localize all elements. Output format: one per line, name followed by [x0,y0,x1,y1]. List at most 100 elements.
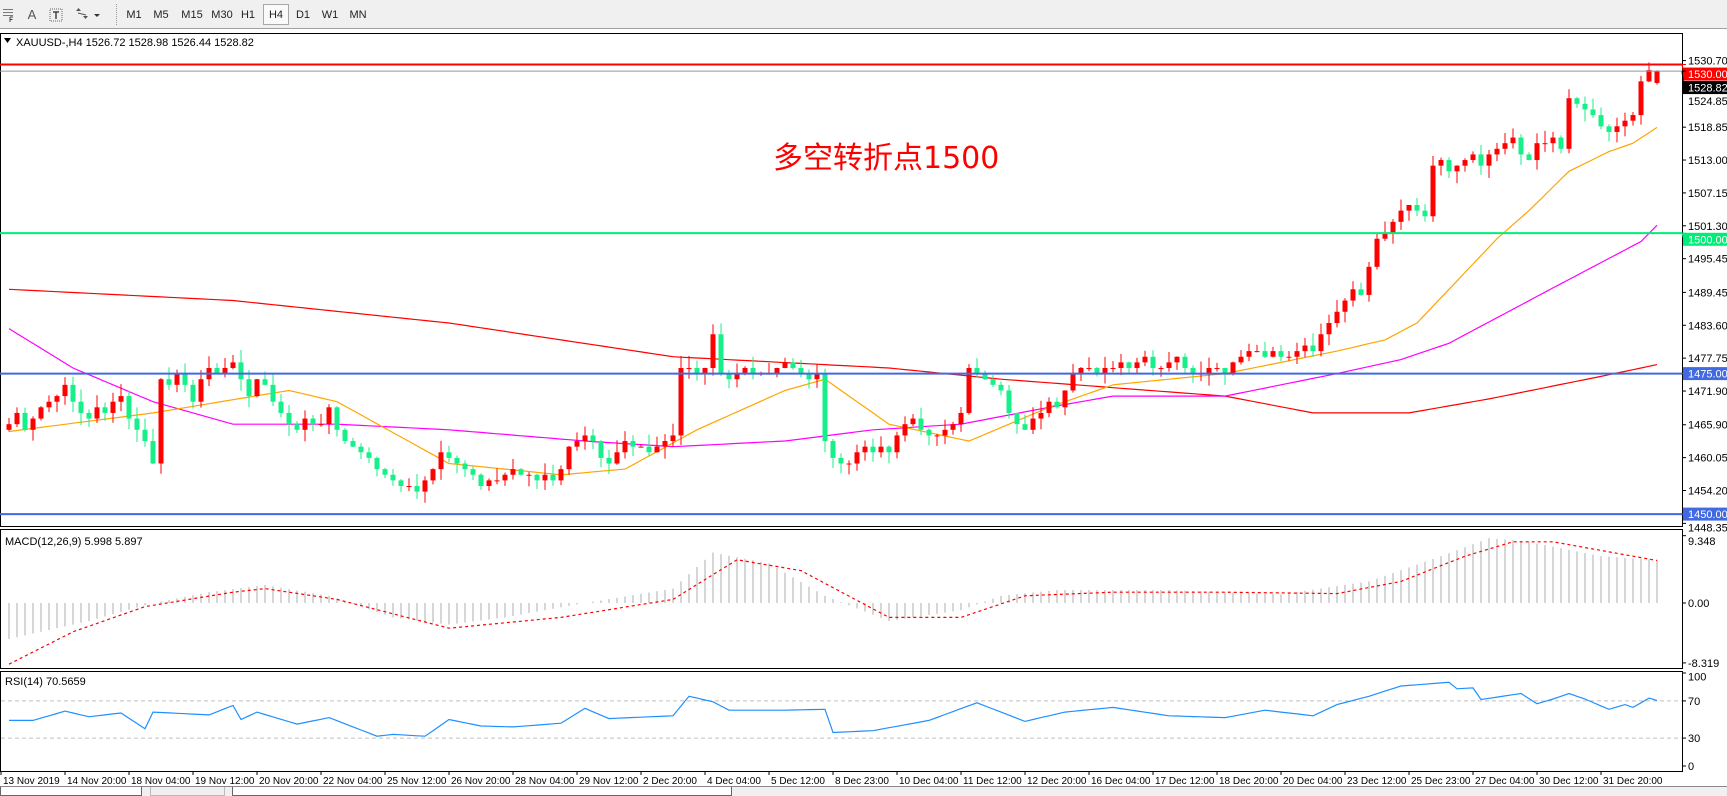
candle [494,468,500,485]
price-pane[interactable] [0,62,1682,516]
time-tick-label: 13 Nov 2019 [3,776,60,787]
candle [518,468,524,476]
candle [1022,414,1028,431]
candle [886,445,892,464]
candle [478,473,484,490]
arrows-icon[interactable] [72,4,102,25]
candle [702,367,708,385]
candle [1342,298,1348,323]
candle [422,476,428,503]
candle [438,440,444,480]
time-tick-label: 20 Dec 04:00 [1283,776,1343,787]
timeframe-button-m5[interactable]: M5 [153,8,169,21]
text-a-icon[interactable]: A [27,7,37,22]
candle [1142,350,1148,367]
time-tick-label: 29 Nov 12:00 [579,776,639,787]
price-tick-label: 1477.75 [1688,353,1727,365]
candle [542,463,548,490]
candle [1134,357,1140,374]
candle [1070,363,1076,393]
candle [158,377,164,474]
candle [1206,357,1212,386]
candle [1254,344,1260,353]
macd-signal-line [8,541,1658,665]
pane-border [0,529,1683,669]
timeframe-button-mn[interactable]: MN [349,8,367,21]
candle [470,466,476,480]
candle [814,363,820,388]
price-tick-label: 1524.85 [1688,96,1727,108]
candle [270,372,276,407]
candle [1278,345,1284,362]
time-tick-label: 11 Dec 12:00 [963,776,1022,787]
candle [446,445,452,463]
candle [1454,165,1460,184]
candle [1302,337,1308,358]
grid-icon[interactable] [2,4,16,25]
candle [142,418,148,447]
candle [1566,89,1572,154]
candle [950,421,956,435]
candle [102,402,108,421]
candle [526,472,532,487]
toolbar-separator [116,4,119,25]
candle [918,407,924,435]
candle [70,376,76,413]
macd-pane[interactable]: MACD(12,26,9) 5.998 5.897 [5,536,1658,665]
chart-menu-triangle-icon[interactable] [4,38,11,43]
candle [1054,397,1060,409]
time-tick-label: 16 Dec 04:00 [1091,776,1151,787]
candle [1014,412,1020,434]
timeframe-button-d1[interactable]: D1 [295,8,311,21]
timeframe-button-w1[interactable]: W1 [321,8,339,21]
timeframe-button-m15[interactable]: M15 [181,8,203,21]
candle [1478,144,1484,175]
timeframe-button-h1[interactable]: H1 [240,8,256,21]
candle [710,324,716,376]
rsi-line [9,681,1658,737]
candle [966,364,972,415]
candle [1062,390,1068,416]
candle [1358,282,1364,296]
rsi-tick-label: 70 [1688,696,1700,708]
candle [462,460,468,478]
candle [1006,384,1012,419]
candle [6,417,12,432]
candle [46,395,52,413]
annotation-text: 多空转折点1500 [773,141,999,176]
candle [1318,323,1324,357]
text-label-icon[interactable] [46,4,66,25]
rsi-pane[interactable]: RSI(14) 70.5659 [1,676,1682,739]
candle [246,369,252,408]
candle [894,431,900,459]
candle [1166,351,1172,372]
candle [1374,232,1380,270]
candle [326,404,332,435]
candle [606,449,612,475]
candle [1158,365,1164,377]
candle [110,392,116,423]
candle [1446,157,1452,179]
candle [1590,98,1596,118]
timeframe-button-m30[interactable]: M30 [211,8,233,21]
rsi-tick-label: 100 [1688,671,1706,683]
timeframe-button-h4[interactable]: H4 [263,4,289,25]
candle [566,445,572,475]
candle [62,377,68,405]
candle [822,368,828,453]
timeframe-button-m1[interactable]: M1 [126,8,142,21]
time-tick-label: 18 Dec 20:00 [1219,776,1279,787]
candle [510,459,516,480]
candle [406,478,412,492]
rsi-label: RSI(14) 70.5659 [5,676,86,688]
candle [454,455,460,474]
price-tick-label: 1495.45 [1688,254,1727,266]
pane-border [0,33,1683,527]
toolbar: A M1 M5 M15 M30 H1 H4 D1 W1 MN [0,0,1727,29]
candle [1630,111,1636,126]
macd-label: MACD(12,26,9) 5.998 5.897 [5,536,143,548]
candle [734,363,740,388]
candle [1182,353,1188,374]
